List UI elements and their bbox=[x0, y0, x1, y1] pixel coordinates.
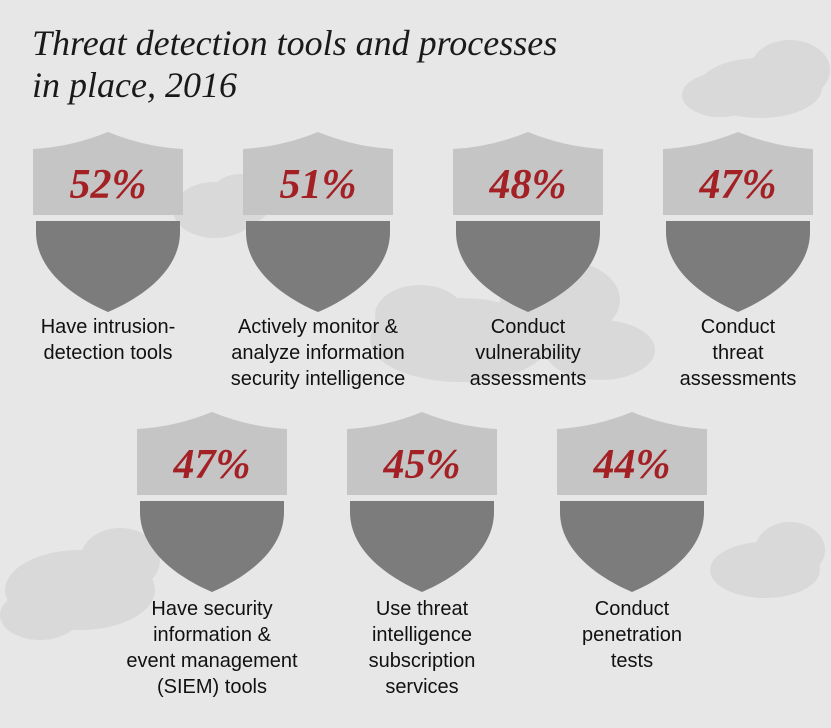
shield-bottom bbox=[666, 221, 810, 312]
shield-icon bbox=[557, 412, 707, 592]
shield-top bbox=[347, 412, 497, 495]
percent-value: 45% bbox=[383, 442, 461, 488]
category-label: Use threat intelligence subscription servic… bbox=[312, 596, 532, 700]
category-label-line: Have intrusion- bbox=[40, 316, 176, 338]
percent-value: 52% bbox=[69, 162, 147, 208]
percent-value: 48% bbox=[489, 162, 567, 208]
shield-top bbox=[33, 132, 183, 215]
chart-title-line-2: in place, 2016 bbox=[32, 65, 237, 105]
category-label-line: (SIEM) tools bbox=[156, 676, 268, 698]
category-label: Conduct threat assessments bbox=[628, 314, 831, 392]
category-label-line: Have security bbox=[151, 598, 273, 620]
percent-value: 51% bbox=[279, 162, 357, 208]
category-label: Have security information & event manageme… bbox=[102, 596, 322, 700]
category-label-line: vulnerability bbox=[475, 342, 581, 364]
category-label-line: event management bbox=[126, 650, 298, 672]
percent-value: 47% bbox=[173, 442, 251, 488]
percent-value: 44% bbox=[593, 442, 671, 488]
cloud-icon bbox=[710, 522, 825, 598]
shield-icon bbox=[347, 412, 497, 592]
category-label-line: Actively monitor & bbox=[237, 316, 399, 338]
category-label-line: detection tools bbox=[43, 342, 173, 364]
category-label-line: intelligence bbox=[371, 624, 473, 646]
shield-bottom bbox=[140, 501, 284, 592]
shield-top bbox=[137, 412, 287, 495]
category-label-line: security intelligence bbox=[230, 368, 406, 390]
shield-bottom bbox=[36, 221, 180, 312]
category-label: Conduct penetration tests bbox=[522, 596, 742, 674]
category-label-line: threat bbox=[712, 342, 764, 364]
category-label-line: Conduct bbox=[700, 316, 776, 338]
category-label-line: Conduct bbox=[490, 316, 566, 338]
shield-icon bbox=[33, 132, 183, 312]
shield-bottom bbox=[350, 501, 494, 592]
shield-icon bbox=[663, 132, 813, 312]
category-label-line: subscription bbox=[368, 650, 476, 672]
shield-icon bbox=[453, 132, 603, 312]
shield-icon bbox=[243, 132, 393, 312]
shield-1: 52% bbox=[33, 132, 183, 312]
category-label-line: Use threat bbox=[375, 598, 469, 620]
category-label-line: tests bbox=[610, 650, 654, 672]
category-label-line: assessments bbox=[469, 368, 587, 390]
category-label-line: Conduct bbox=[594, 598, 670, 620]
shield-2: 51% bbox=[243, 132, 393, 312]
shield-icon bbox=[137, 412, 287, 592]
shield-3: 48% bbox=[453, 132, 603, 312]
shield-7: 44% bbox=[557, 412, 707, 592]
shield-bottom bbox=[246, 221, 390, 312]
category-label: Actively monitor & analyze information sec… bbox=[208, 314, 428, 392]
category-label-line: information & bbox=[153, 624, 271, 646]
shield-top bbox=[663, 132, 813, 215]
chart-title: Threat detection tools and processes in … bbox=[32, 22, 792, 106]
shield-5: 47% bbox=[137, 412, 287, 592]
chart-title-line-1: Threat detection tools and processes bbox=[32, 23, 558, 63]
cloud-icon bbox=[0, 528, 160, 640]
category-label-line: services bbox=[385, 676, 459, 698]
category-label-line: assessments bbox=[679, 368, 797, 390]
category-label: Conduct vulnerability assessments bbox=[418, 314, 638, 392]
shield-top bbox=[453, 132, 603, 215]
shield-bottom bbox=[560, 501, 704, 592]
shield-6: 45% bbox=[347, 412, 497, 592]
category-label-line: penetration bbox=[581, 624, 683, 646]
shield-4: 47% bbox=[663, 132, 813, 312]
percent-value: 47% bbox=[699, 162, 777, 208]
cloud-icon bbox=[682, 40, 830, 118]
shield-bottom bbox=[456, 221, 600, 312]
cloud-icon bbox=[370, 260, 655, 382]
shield-top bbox=[557, 412, 707, 495]
shield-top bbox=[243, 132, 393, 215]
category-label: Have intrusion-detection tools bbox=[0, 314, 218, 366]
category-label-line: analyze information bbox=[231, 342, 405, 364]
